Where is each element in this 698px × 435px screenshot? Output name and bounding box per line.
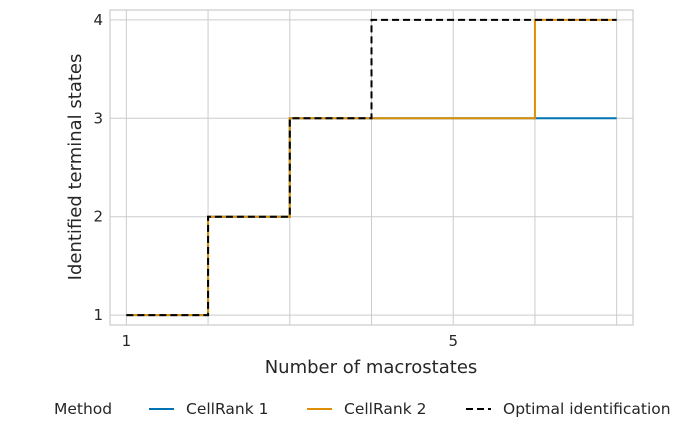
y-tick-label: 4 (93, 11, 103, 29)
series-line-optimal-identification (126, 18, 617, 317)
grid (110, 10, 633, 325)
legend: Method CellRank 1 CellRank 2 Optimal ident… (54, 400, 671, 418)
legend-label: Optimal identification (503, 400, 671, 418)
legend-title: Method (54, 400, 112, 418)
y-tick-label: 3 (93, 109, 103, 127)
series-lines (126, 18, 617, 317)
legend-item: CellRank 1 (149, 400, 269, 418)
y-tick-label: 2 (93, 208, 103, 226)
legend-item: CellRank 2 (307, 400, 427, 418)
legend-items: CellRank 1 CellRank 2 Optimal identificati… (149, 400, 671, 418)
x-tick-label: 1 (122, 332, 132, 350)
tick-labels: 1 5 1 2 3 4 (93, 11, 458, 350)
y-tick-label: 1 (93, 306, 103, 324)
legend-item: Optimal identification (466, 400, 671, 418)
x-tick-label: 5 (448, 332, 458, 350)
legend-label: CellRank 1 (186, 400, 269, 418)
y-axis-label: Identified terminal states (65, 54, 86, 281)
legend-label: CellRank 2 (344, 400, 427, 418)
x-axis-label: Number of macrostates (265, 357, 478, 378)
plot-frame (109, 9, 634, 326)
